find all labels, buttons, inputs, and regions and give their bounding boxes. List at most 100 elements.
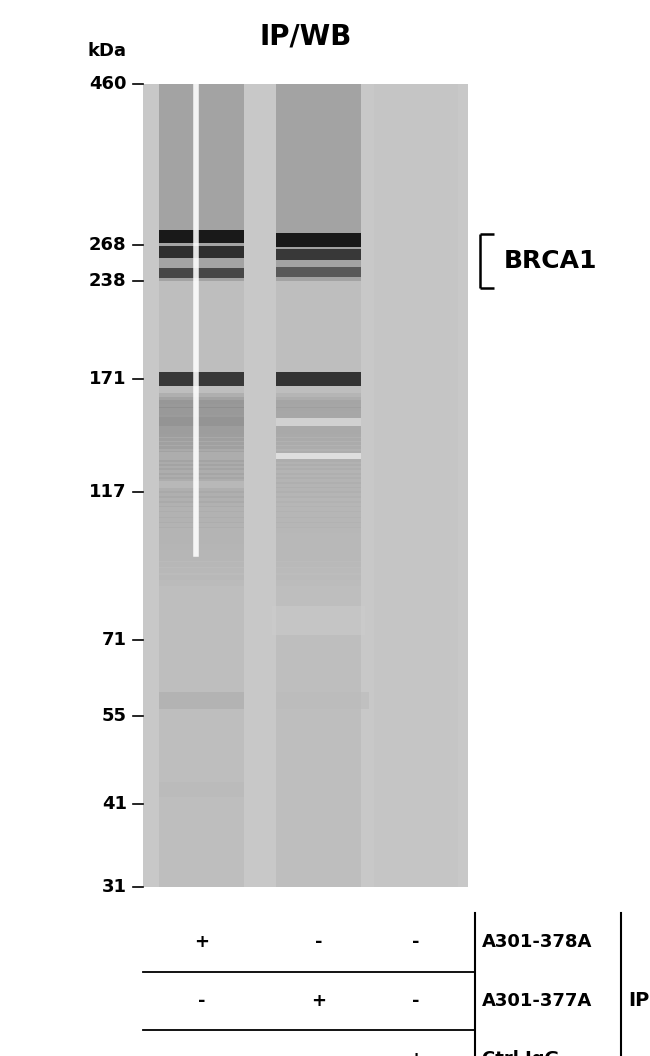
Bar <box>159 472 244 484</box>
Text: 31: 31 <box>102 878 127 897</box>
Bar <box>159 550 244 562</box>
Bar <box>159 544 244 555</box>
Bar <box>159 782 244 797</box>
Bar <box>159 511 244 523</box>
Bar <box>276 562 361 573</box>
Bar <box>276 511 361 523</box>
Bar <box>276 527 361 539</box>
Bar <box>159 397 244 408</box>
Text: IP: IP <box>629 992 650 1010</box>
Bar <box>276 539 361 550</box>
Bar <box>159 393 244 404</box>
Bar <box>276 427 361 437</box>
Bar <box>159 496 244 508</box>
Bar <box>159 372 244 385</box>
Bar <box>159 438 244 450</box>
Bar <box>276 408 361 418</box>
Text: +: + <box>311 992 326 1010</box>
Bar <box>159 84 244 281</box>
Bar <box>276 415 361 426</box>
Bar <box>159 527 244 539</box>
Bar <box>143 84 468 887</box>
Bar <box>159 442 244 453</box>
Text: kDa: kDa <box>88 41 127 60</box>
Bar <box>159 400 244 412</box>
Bar <box>276 568 361 580</box>
Text: A301-378A: A301-378A <box>482 934 593 951</box>
Text: 460: 460 <box>89 75 127 94</box>
Bar <box>276 418 361 426</box>
Text: IP/WB: IP/WB <box>259 23 352 51</box>
Bar <box>276 477 361 488</box>
Bar <box>159 574 244 586</box>
Bar <box>276 464 361 475</box>
Bar <box>159 539 244 550</box>
Bar <box>276 434 361 446</box>
Bar <box>276 372 361 385</box>
Bar <box>159 533 244 544</box>
Bar <box>159 468 244 479</box>
Bar <box>276 459 361 470</box>
Bar <box>276 422 361 434</box>
Text: -: - <box>412 992 420 1010</box>
Bar <box>276 442 361 453</box>
Bar <box>276 430 361 441</box>
Bar <box>159 451 244 461</box>
Bar <box>159 491 244 503</box>
Bar <box>159 408 244 418</box>
Bar <box>159 434 244 446</box>
Bar <box>276 84 361 281</box>
Bar <box>276 233 361 246</box>
Bar <box>159 403 244 415</box>
Text: BRCA1: BRCA1 <box>504 249 597 274</box>
Text: 117: 117 <box>89 483 127 501</box>
Bar <box>276 267 361 277</box>
Bar <box>276 557 361 567</box>
Text: -: - <box>412 934 420 951</box>
Bar <box>159 557 244 567</box>
Text: 71: 71 <box>102 631 127 649</box>
Bar <box>159 455 244 466</box>
Bar <box>276 248 361 260</box>
Bar <box>276 506 361 517</box>
Bar <box>276 522 361 533</box>
Text: 268: 268 <box>89 237 127 254</box>
Bar <box>159 506 244 517</box>
Bar <box>159 246 244 258</box>
Bar <box>276 482 361 493</box>
Bar <box>276 468 361 479</box>
Bar <box>159 482 244 493</box>
Bar <box>276 453 361 458</box>
Bar <box>159 464 244 475</box>
Bar <box>159 447 244 457</box>
Text: A301-377A: A301-377A <box>482 992 593 1010</box>
Bar <box>159 477 244 488</box>
Bar <box>159 459 244 470</box>
Bar <box>159 417 244 427</box>
Bar <box>276 502 361 512</box>
Bar <box>159 268 244 279</box>
Bar <box>276 550 361 562</box>
Bar <box>276 533 361 544</box>
Bar <box>276 496 361 508</box>
Bar <box>276 397 361 408</box>
Text: -: - <box>198 992 205 1010</box>
Bar <box>159 430 244 441</box>
Text: 171: 171 <box>89 370 127 388</box>
Text: -: - <box>315 1050 322 1056</box>
Bar <box>276 472 361 484</box>
Bar <box>159 84 244 887</box>
Bar <box>276 393 361 404</box>
Bar <box>276 544 361 555</box>
Bar <box>159 522 244 533</box>
Text: -: - <box>315 934 322 951</box>
Bar <box>276 516 361 528</box>
Bar <box>272 606 365 635</box>
Bar <box>159 516 244 528</box>
Text: 55: 55 <box>102 708 127 725</box>
Bar <box>159 568 244 580</box>
Bar <box>159 562 244 573</box>
Bar <box>276 692 369 710</box>
Text: Ctrl IgG: Ctrl IgG <box>482 1050 560 1056</box>
Bar <box>276 491 361 503</box>
